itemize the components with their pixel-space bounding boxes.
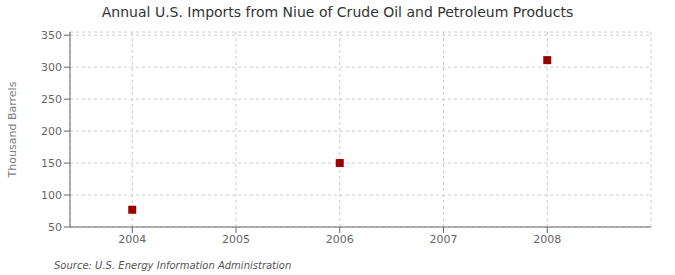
- svg-text:100: 100: [41, 189, 62, 202]
- svg-text:2005: 2005: [222, 233, 250, 246]
- svg-text:2008: 2008: [533, 233, 561, 246]
- svg-text:2004: 2004: [118, 233, 146, 246]
- svg-text:300: 300: [41, 61, 62, 74]
- svg-text:250: 250: [41, 93, 62, 106]
- svg-text:350: 350: [41, 29, 62, 42]
- html-text:Annual U.S. Imports from Niue: Annual U.S. Imports from Niue of Crude O…: [101, 4, 574, 20]
- svg-text:2007: 2007: [430, 233, 458, 246]
- svg-text:200: 200: [41, 125, 62, 138]
- svg-text:2006: 2006: [326, 233, 354, 246]
- html-text:Source: U.S. Energy Informatio: Source: U.S. Energy Information Administ…: [54, 260, 292, 271]
- svg-text:150: 150: [41, 157, 62, 170]
- svg-text:50: 50: [48, 221, 62, 234]
- svg-text:Thousand Barrels: Thousand Barrels: [8, 81, 19, 178]
